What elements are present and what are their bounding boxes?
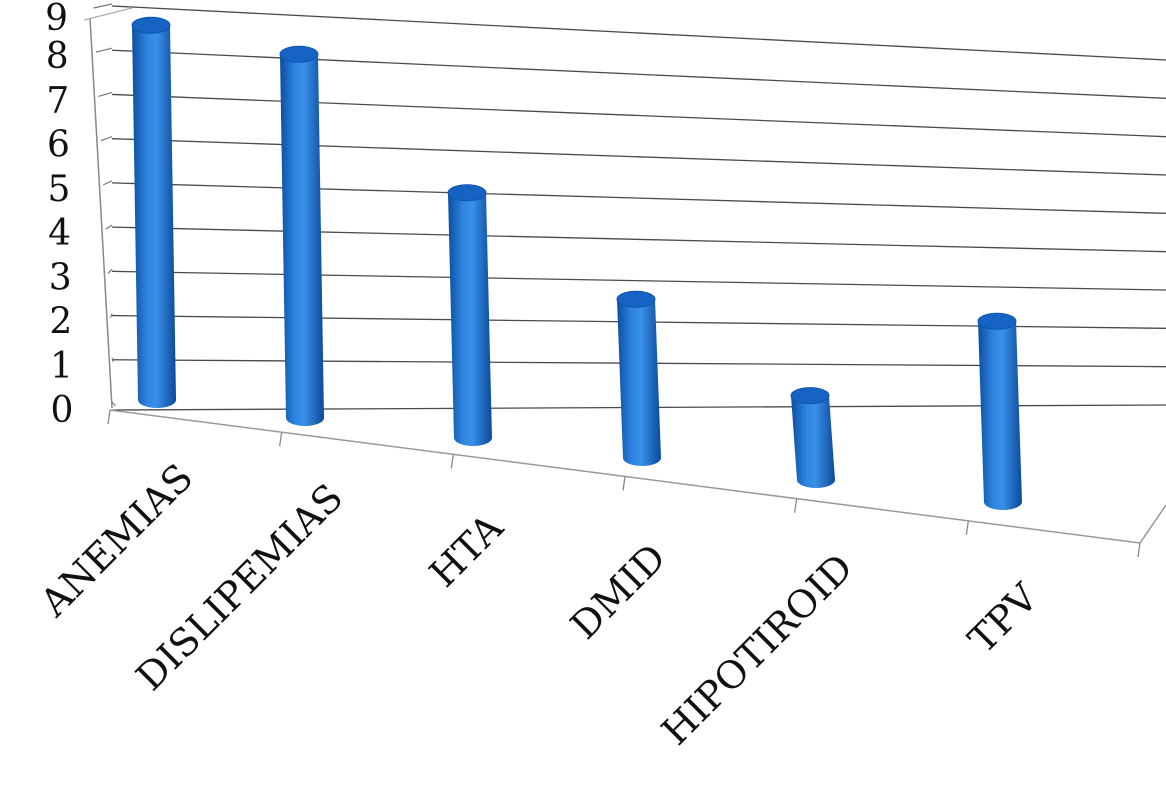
gridline <box>111 182 1166 214</box>
x-tick-mark <box>107 409 111 425</box>
y-tick-mark <box>111 401 116 407</box>
y-axis-line <box>89 17 113 409</box>
y-tick-label: 5 <box>48 169 71 210</box>
bars-layer <box>131 16 1022 510</box>
y-tick-mark <box>95 47 113 53</box>
gridline <box>111 270 1166 291</box>
bar <box>131 16 176 408</box>
y-tick-label: 3 <box>49 257 72 298</box>
x-tick-label: ANEMIAS <box>31 455 201 625</box>
x-tick-mark <box>279 432 283 447</box>
y-tick-label: 2 <box>49 302 72 343</box>
y-tick-label: 1 <box>50 346 73 387</box>
bar-body <box>978 321 1022 510</box>
bar-body <box>280 54 324 426</box>
bar-body <box>132 25 176 408</box>
y-tick-label: 0 <box>51 390 74 431</box>
y-tick-label: 4 <box>48 213 71 254</box>
x-tick-mark <box>622 476 626 491</box>
y-tick-mark <box>110 313 113 318</box>
bar-top-cap <box>447 184 487 202</box>
axis-layer <box>83 3 1166 558</box>
y-tick-mark <box>111 357 114 362</box>
y-tick-mark <box>100 136 113 142</box>
bar <box>616 290 661 466</box>
x-tick-label: DMID <box>562 535 674 647</box>
bar-body <box>617 299 661 466</box>
y-tick-mark <box>105 224 113 230</box>
x-tick-mark <box>1137 542 1141 558</box>
bar <box>447 184 492 446</box>
x-tick-label: TPV <box>960 575 1047 662</box>
bar-body <box>448 192 492 446</box>
bar-body <box>791 395 835 488</box>
y-tick-mark <box>98 91 113 98</box>
bar-top-cap <box>977 312 1017 330</box>
bar-top-cap <box>131 16 171 34</box>
bar <box>790 387 835 488</box>
x-tick-mark <box>794 498 798 513</box>
y-tick-label: 7 <box>46 80 69 121</box>
x-tick-mark <box>965 520 969 535</box>
x-tick-label: HIPOTIROID <box>653 545 861 753</box>
gridline <box>111 226 1166 253</box>
y-tick-label: 8 <box>46 36 69 77</box>
y-tick-mark <box>103 180 113 186</box>
bar-top-cap <box>616 290 656 308</box>
x-tick-label: HTA <box>421 505 512 596</box>
y-tick-label: 9 <box>45 0 68 39</box>
y-tick-mark <box>107 268 113 274</box>
x-tick-mark <box>450 454 454 469</box>
bar-top-cap <box>279 45 319 63</box>
gridline <box>111 138 1166 176</box>
floor-right-edge <box>1139 504 1166 544</box>
bar-top-cap <box>790 387 830 405</box>
gridline <box>111 49 1166 99</box>
gridline <box>111 5 1166 61</box>
bar <box>977 312 1022 510</box>
gridline <box>111 93 1166 138</box>
wall-top-edge <box>83 7 133 21</box>
y-tick-mark <box>93 3 113 9</box>
y-tick-label: 6 <box>47 125 70 166</box>
bar <box>279 45 324 426</box>
